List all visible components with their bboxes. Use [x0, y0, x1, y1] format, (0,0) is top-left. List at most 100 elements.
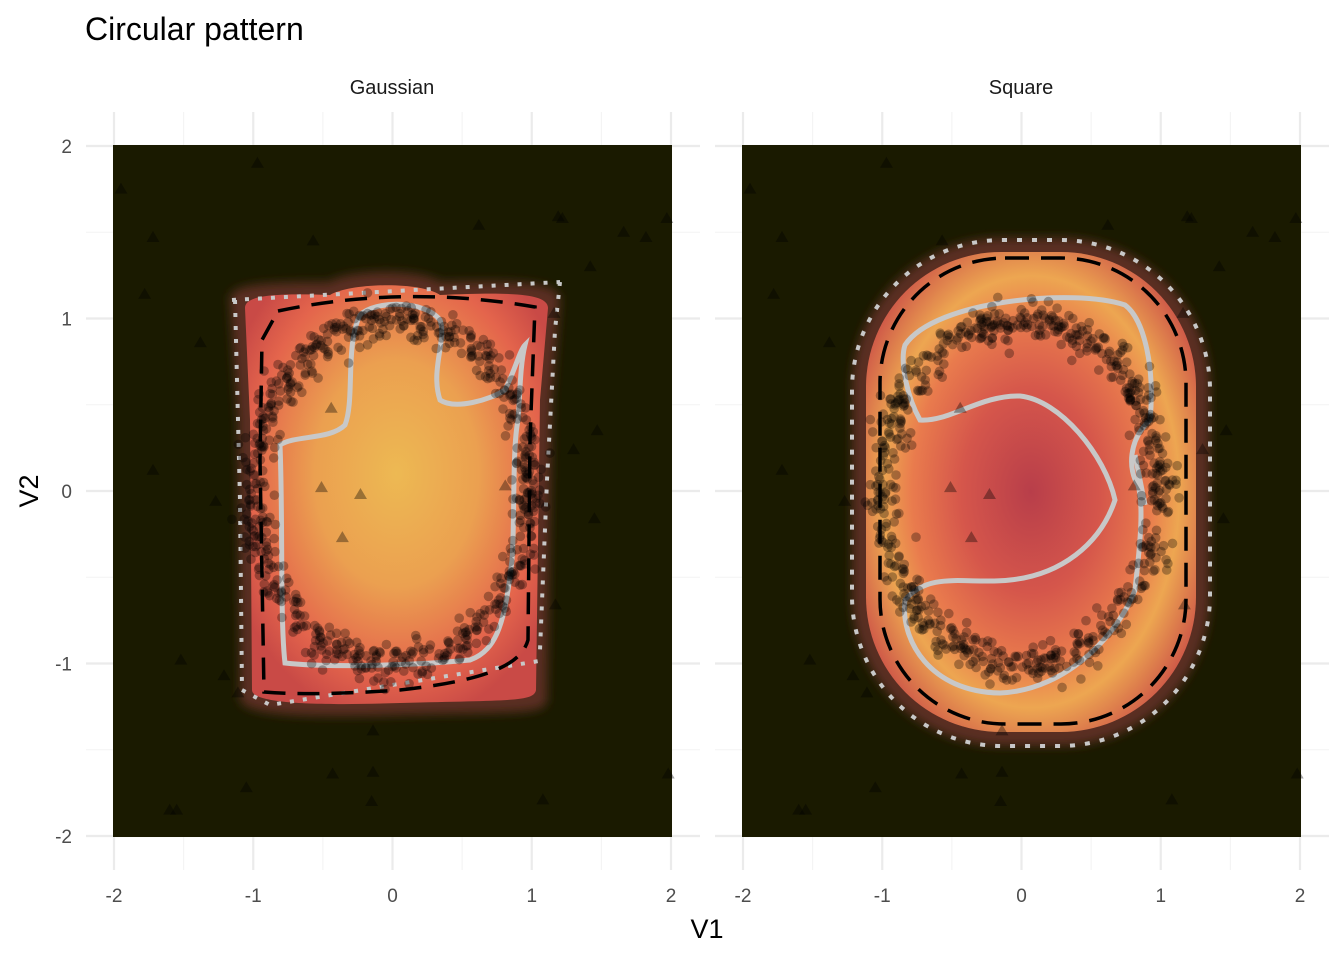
inlier-point [896, 441, 906, 451]
inlier-point [1147, 428, 1157, 439]
inlier-point [449, 337, 460, 348]
inlier-point [1115, 375, 1126, 386]
inlier-point [402, 314, 413, 324]
inlier-point [878, 409, 889, 419]
inlier-point [267, 383, 277, 394]
inlier-point [316, 340, 326, 351]
outlier-point [366, 765, 380, 777]
inlier-point [366, 315, 377, 326]
inlier-point [325, 630, 336, 640]
outlier-point [174, 653, 188, 665]
inlier-point [509, 409, 520, 419]
inlier-point [1040, 313, 1050, 324]
inlier-point [318, 638, 329, 648]
inlier-point [994, 309, 1004, 319]
inlier-point [895, 414, 906, 424]
inlier-point [449, 332, 459, 343]
inlier-point [266, 398, 277, 409]
inlier-point [1103, 611, 1114, 622]
inlier-point [1084, 637, 1094, 648]
inlier-point [906, 440, 917, 451]
inlier-point [322, 649, 332, 660]
inlier-point [397, 652, 408, 662]
inlier-point [258, 441, 269, 451]
inlier-point [984, 667, 994, 677]
inlier-point [893, 391, 903, 402]
inlier-point [372, 311, 382, 322]
inlier-point [1028, 313, 1039, 324]
inlier-point [913, 594, 923, 604]
inlier-point [1144, 532, 1154, 543]
inlier-point [268, 453, 279, 463]
inlier-point [323, 349, 334, 360]
inlier-point [972, 323, 983, 334]
inlier-point [1083, 636, 1093, 646]
inlier-point [265, 512, 275, 523]
inlier-point [278, 561, 289, 571]
inlier-point [1113, 588, 1124, 598]
inlier-point [1088, 333, 1098, 344]
inlier-point [415, 324, 426, 334]
inlier-point [1037, 663, 1047, 673]
inlier-point [525, 518, 535, 528]
inlier-point [495, 593, 506, 603]
inlier-point [261, 537, 272, 548]
inlier-point [968, 308, 978, 318]
inlier-point [899, 559, 910, 570]
inlier-point [1143, 413, 1154, 424]
inlier-point [1150, 533, 1161, 543]
inlier-point [1021, 650, 1032, 661]
inlier-point [1138, 405, 1149, 416]
inlier-point [236, 503, 247, 513]
inlier-point [978, 656, 989, 667]
inlier-point [466, 352, 476, 362]
inlier-point [1106, 356, 1116, 366]
inlier-point [269, 579, 279, 590]
inlier-point [270, 546, 280, 557]
inlier-point [438, 325, 449, 336]
inlier-point [895, 388, 905, 399]
inlier-point [375, 648, 386, 658]
inlier-point [315, 632, 326, 642]
inlier-point [1067, 335, 1078, 346]
inlier-point [919, 621, 929, 631]
inlier-point [439, 654, 449, 665]
inlier-point [1007, 675, 1017, 685]
inlier-point [894, 551, 904, 561]
inlier-point [1147, 482, 1158, 492]
inlier-point [257, 465, 268, 476]
inlier-point [413, 669, 423, 679]
inlier-point [925, 594, 936, 604]
inlier-point [349, 328, 359, 338]
inlier-point [970, 632, 980, 643]
inlier-point [1157, 448, 1168, 459]
inlier-point [959, 650, 969, 661]
inlier-point [374, 331, 385, 341]
inlier-point [512, 388, 523, 398]
inlier-point [1088, 645, 1099, 656]
inlier-point [521, 453, 531, 463]
inlier-point [500, 583, 510, 593]
inlier-point [258, 411, 269, 422]
inlier-point [1068, 313, 1078, 324]
inlier-point [291, 596, 301, 607]
inlier-point [362, 308, 373, 319]
inlier-point [453, 643, 464, 654]
inlier-point [248, 541, 258, 552]
inlier-point [1072, 638, 1082, 649]
inlier-point [456, 348, 467, 359]
inlier-point [873, 487, 883, 498]
inlier-point [920, 600, 931, 611]
inlier-point [283, 384, 294, 395]
inlier-point [906, 617, 916, 627]
inlier-point [482, 339, 492, 350]
inlier-point [381, 639, 392, 650]
inlier-point [1074, 330, 1084, 340]
inlier-point [444, 332, 455, 342]
inlier-point [939, 348, 949, 359]
inlier-point [406, 646, 416, 656]
inlier-point [523, 507, 533, 517]
inlier-point [526, 431, 536, 441]
inlier-point [987, 637, 997, 648]
inlier-point [504, 408, 515, 419]
